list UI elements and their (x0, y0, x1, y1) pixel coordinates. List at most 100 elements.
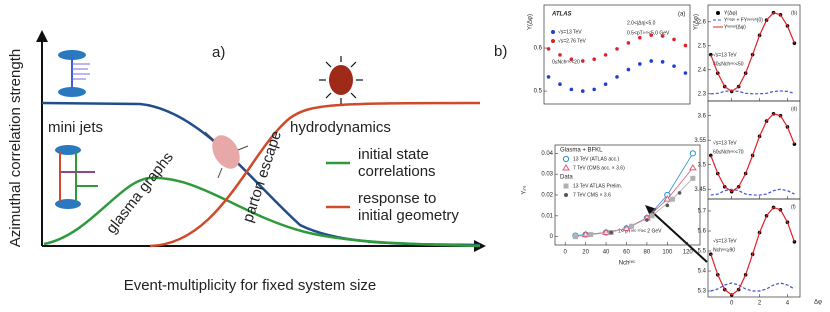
energy-label: √s=13 TeV (713, 237, 737, 244)
y-tick-label: 5.7 (698, 209, 707, 215)
point (580, 59, 585, 63)
legend-swatch (716, 11, 720, 15)
legend-label: √s=2.76 TeV (558, 37, 586, 44)
x-axis-label: Nchʳᵉᶜ (619, 260, 635, 267)
x-tick-label: 2 (758, 301, 762, 307)
regime-label: glasma graphs (103, 149, 177, 237)
x-axis-label: Δφ (814, 300, 822, 306)
point (626, 67, 631, 72)
y-tick-label: 3.5 (698, 162, 707, 168)
legend-label: 13 TeV ATLAS Prelim. (573, 183, 622, 189)
point (588, 232, 594, 238)
y-tick-label: 0.6 (534, 46, 543, 52)
y-tick-label: 5.5 (698, 249, 707, 255)
series-line (710, 188, 795, 196)
y-tick-label: 5.6 (698, 229, 707, 235)
point (645, 218, 649, 222)
regime-label: mini jets (48, 119, 103, 136)
legend-label: initial state (358, 146, 429, 163)
point (603, 82, 608, 86)
y-axis-label: Y(Δφ) (528, 14, 534, 30)
y-tick-label: 0.04 (541, 151, 553, 157)
cut-label: 0.5<pTᵃ·ᵇ<5.0 GeV (627, 30, 670, 36)
series-line (710, 113, 795, 193)
point (649, 59, 654, 63)
point (649, 213, 655, 219)
point (569, 57, 574, 62)
panel-tag: (b) (791, 10, 797, 16)
y-tick-label: 0.01 (541, 213, 553, 219)
point (665, 203, 670, 208)
plot-title: ATLAS (551, 12, 572, 18)
plot-frame (543, 4, 691, 105)
hydro-curve (149, 101, 481, 248)
glasma-icon (59, 152, 98, 202)
legend-swatch (564, 193, 568, 197)
series-line (710, 90, 795, 95)
series-line (585, 167, 694, 235)
x-tick-label: 80 (644, 250, 651, 256)
jet-icon (72, 63, 90, 80)
legend-swatch (551, 30, 555, 34)
cut-label: 2.0<|Δη|<5.0 (627, 20, 656, 26)
point (689, 150, 696, 157)
y-tick-label: 0 (550, 234, 554, 240)
regime-label: hydrodynamics (290, 119, 391, 136)
series-line (710, 11, 795, 93)
legend-label: correlations (358, 163, 436, 180)
panel-tag: (d) (791, 106, 797, 112)
y-tick-label: 0.02 (541, 193, 553, 199)
x-tick-label: 40 (603, 250, 610, 256)
panel-a (36, 30, 486, 252)
glasma-curve (43, 176, 481, 248)
parton-icon (212, 135, 240, 169)
x-tick-label: 20 (582, 250, 589, 256)
note: 1< pTᵃˢᶜ·ᵗʳⁱᵍ< 2 GeV (618, 227, 662, 234)
plot-frame (707, 198, 801, 298)
point (626, 41, 631, 45)
x-tick-label: 4 (786, 301, 790, 307)
y-tick-label: 5.3 (698, 289, 707, 295)
legend-label: Yʳⁱᵈᵍᵉ + FYᵖᵉʳⁱᵖʰ(0) (724, 16, 763, 23)
energy-label: √s=13 TeV (713, 139, 737, 146)
point (592, 87, 596, 92)
arrow-head (645, 205, 657, 216)
selection-label: 40≤Nchʳᵉᶜ<50 (713, 61, 744, 67)
legend-swatch (562, 155, 570, 163)
series-line (710, 282, 795, 292)
point (649, 33, 654, 37)
point (609, 230, 613, 235)
point (683, 71, 688, 75)
legend-label: Y(Δφ) (724, 10, 738, 16)
point (672, 37, 676, 42)
selection-label: 60≤Nchʳᵉᶜ<70 (713, 149, 744, 155)
panel-tag: (a) (678, 12, 685, 18)
hydro-icon (319, 56, 363, 104)
x-tick-label: 0 (564, 250, 568, 256)
legend-label: √s=13 TeV (558, 28, 582, 35)
legend-heading: Glasma + BFKL (560, 148, 603, 154)
y-tick-label: 3.45 (694, 187, 706, 193)
point (663, 195, 672, 202)
legend-swatch (563, 183, 569, 189)
arrow (649, 209, 708, 263)
point (615, 75, 619, 79)
selection-label: 0≤Nchʳᵉᶜ<20 (552, 59, 580, 65)
panel-tag: (f) (791, 204, 796, 210)
hydro-icon (329, 65, 353, 95)
point (546, 75, 551, 79)
point (615, 47, 619, 51)
y-tick-label: 0.5 (534, 89, 543, 95)
legend-swatch (551, 39, 555, 43)
x-axis-label: Event-multiplicity for fixed system size (124, 277, 377, 294)
y-axis-label: Y(Δφ) (694, 14, 700, 30)
glasma-icon (55, 145, 81, 155)
y-tick-label: 2.6 (698, 19, 707, 25)
parton-icon (204, 131, 249, 179)
point (672, 64, 676, 68)
y-tick-label: 2.3 (698, 91, 707, 97)
point (546, 47, 551, 51)
point (558, 82, 562, 86)
y-axis-label: Yᵢₙₜ (522, 185, 528, 194)
